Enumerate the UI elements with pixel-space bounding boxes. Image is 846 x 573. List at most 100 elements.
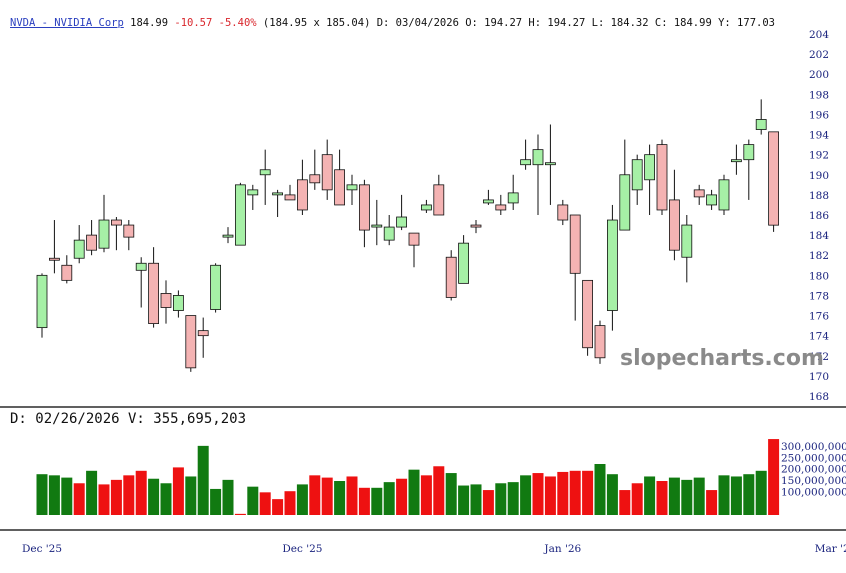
candle[interactable]: [681, 215, 693, 283]
candle-body: [669, 199, 680, 251]
price-tick-label: 182: [809, 250, 829, 262]
candle[interactable]: [185, 315, 197, 372]
candle[interactable]: [706, 189, 717, 210]
volume-bar: [420, 475, 432, 515]
candle[interactable]: [433, 174, 445, 216]
candle[interactable]: [222, 227, 234, 244]
candle[interactable]: [49, 220, 60, 274]
volume-bar: [582, 470, 594, 515]
candle-body: [36, 274, 48, 329]
volume-bar: [296, 484, 308, 515]
candle[interactable]: [557, 199, 569, 226]
candle[interactable]: [396, 194, 408, 231]
candle[interactable]: [148, 247, 160, 328]
volume-bar: [768, 439, 780, 515]
price-tick-label: 202: [809, 49, 829, 61]
candle-body: [148, 262, 160, 324]
candle[interactable]: [111, 217, 122, 251]
volume-bar: [619, 490, 631, 515]
candle[interactable]: [86, 220, 97, 256]
candle-body: [49, 257, 60, 261]
volume-bar: [520, 475, 532, 515]
candle[interactable]: [73, 225, 85, 264]
candle[interactable]: [607, 204, 618, 331]
price-tick-label: 188: [809, 190, 829, 202]
candle[interactable]: [458, 235, 470, 284]
candle[interactable]: [321, 139, 333, 200]
candle[interactable]: [135, 257, 147, 308]
candle[interactable]: [98, 194, 110, 253]
candle[interactable]: [296, 159, 308, 215]
candle[interactable]: [334, 149, 346, 206]
candle[interactable]: [656, 139, 668, 215]
candle-body: [408, 232, 420, 246]
candle[interactable]: [582, 279, 593, 356]
candle[interactable]: [445, 250, 457, 301]
candle[interactable]: [718, 174, 730, 215]
candle-body: [507, 192, 519, 204]
volume-tick-label: 200,000,000: [781, 464, 846, 476]
volume-bar: [693, 477, 705, 515]
candle[interactable]: [768, 131, 779, 232]
price-tick-label: 178: [809, 290, 829, 302]
candle[interactable]: [420, 199, 432, 213]
candle[interactable]: [669, 169, 680, 261]
candle[interactable]: [123, 220, 135, 251]
volume-bar: [148, 478, 160, 515]
candle[interactable]: [532, 134, 544, 215]
candle[interactable]: [507, 174, 519, 210]
candle-body: [532, 149, 544, 166]
candle[interactable]: [210, 263, 222, 313]
candle[interactable]: [545, 124, 556, 205]
candle[interactable]: [172, 290, 184, 318]
candle-body: [197, 330, 209, 337]
volume-bar: [110, 479, 122, 515]
candle[interactable]: [408, 232, 420, 268]
symbol-link[interactable]: NVDA - NVIDIA Corp: [10, 17, 124, 29]
candle[interactable]: [743, 139, 755, 200]
candle[interactable]: [495, 194, 507, 215]
candle[interactable]: [755, 99, 767, 135]
volume-bar: [98, 484, 110, 515]
candle[interactable]: [247, 184, 259, 210]
candle[interactable]: [272, 189, 284, 218]
volume-bar: [160, 483, 172, 515]
candle-body: [619, 174, 631, 231]
candle[interactable]: [693, 184, 705, 205]
last-price: 184.99: [130, 17, 169, 29]
candle[interactable]: [160, 280, 172, 324]
candle-body: [61, 264, 73, 281]
candle[interactable]: [284, 184, 296, 201]
candles-layer: [36, 99, 779, 372]
candle-body: [420, 204, 432, 211]
candle[interactable]: [520, 139, 531, 170]
candle[interactable]: [569, 214, 581, 321]
volume-bar: [433, 466, 445, 515]
candle-body: [656, 144, 668, 211]
candle[interactable]: [61, 255, 73, 284]
ohlc-info: D: 03/04/2026 O: 194.27 H: 194.27 L: 184…: [376, 17, 775, 29]
candle[interactable]: [383, 215, 395, 246]
candle[interactable]: [631, 154, 643, 205]
candle[interactable]: [36, 273, 48, 338]
candle-body: [594, 325, 606, 359]
candle[interactable]: [371, 199, 383, 246]
candle[interactable]: [346, 174, 358, 205]
candle-body: [383, 226, 395, 241]
candle[interactable]: [234, 182, 246, 246]
candle[interactable]: [482, 189, 494, 205]
candle-body: [358, 184, 370, 231]
candle[interactable]: [619, 139, 631, 231]
candle[interactable]: [731, 144, 742, 175]
candle[interactable]: [197, 317, 209, 358]
watermark: slopecharts.com: [620, 346, 824, 371]
volume-bar: [656, 481, 668, 515]
candle[interactable]: [358, 179, 370, 248]
candle[interactable]: [470, 220, 482, 234]
candle[interactable]: [259, 149, 271, 205]
candle[interactable]: [644, 144, 655, 215]
candle[interactable]: [309, 149, 321, 190]
candle[interactable]: [594, 320, 606, 364]
candle-body: [433, 184, 445, 216]
